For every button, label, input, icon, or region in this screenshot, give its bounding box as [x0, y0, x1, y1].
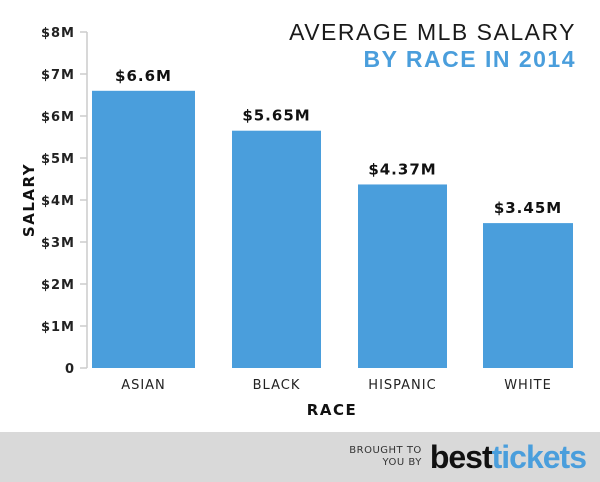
x-tick-label: HISPANIC — [368, 378, 436, 393]
x-tick-label: BLACK — [253, 378, 301, 393]
y-tick-label: $2M — [41, 278, 75, 293]
chart-title: AVERAGE MLB SALARY — [289, 19, 576, 45]
brought-line-1: BROUGHT TO — [349, 445, 422, 456]
data-label: $4.37M — [368, 160, 436, 178]
x-axis-label: RACE — [307, 401, 357, 419]
data-label: $3.45M — [494, 199, 562, 217]
bar-chart: 0 $1M $2M $3M $4M $5M $6M $7M $8M $6.6M ASIAN $5.65… — [20, 26, 573, 419]
logo-best: best — [429, 439, 493, 475]
y-tick-label: $8M — [41, 26, 75, 41]
data-label: $5.65M — [242, 107, 310, 125]
y-tick-label: $4M — [41, 194, 75, 209]
chart-subtitle: BY RACE IN 2014 — [363, 46, 576, 72]
bar-black — [232, 130, 321, 368]
bar-hispanic — [358, 184, 447, 368]
y-tick-label: $6M — [41, 110, 75, 125]
logo-tickets: tickets — [491, 439, 587, 475]
y-tick-label: $7M — [41, 68, 75, 83]
brought-to-you-by: BROUGHT TO YOU BY — [349, 445, 422, 469]
bar-asian — [92, 90, 195, 369]
data-label: $6.6M — [115, 67, 172, 85]
besttickets-logo: besttickets — [429, 439, 587, 475]
footer-credit: BROUGHT TO YOU BY besttickets — [349, 432, 587, 482]
y-tick-label: 0 — [65, 362, 75, 377]
footer-banner: BROUGHT TO YOU BY besttickets — [0, 432, 600, 482]
y-tick-label: $5M — [41, 152, 75, 167]
y-axis-label: SALARY — [20, 163, 38, 237]
brought-line-2: YOU BY — [382, 457, 422, 468]
bar-white — [483, 223, 573, 368]
y-tick-label: $1M — [41, 320, 75, 335]
x-tick-label: WHITE — [504, 378, 552, 393]
y-tick-label: $3M — [41, 236, 75, 251]
x-tick-label: ASIAN — [121, 378, 166, 393]
